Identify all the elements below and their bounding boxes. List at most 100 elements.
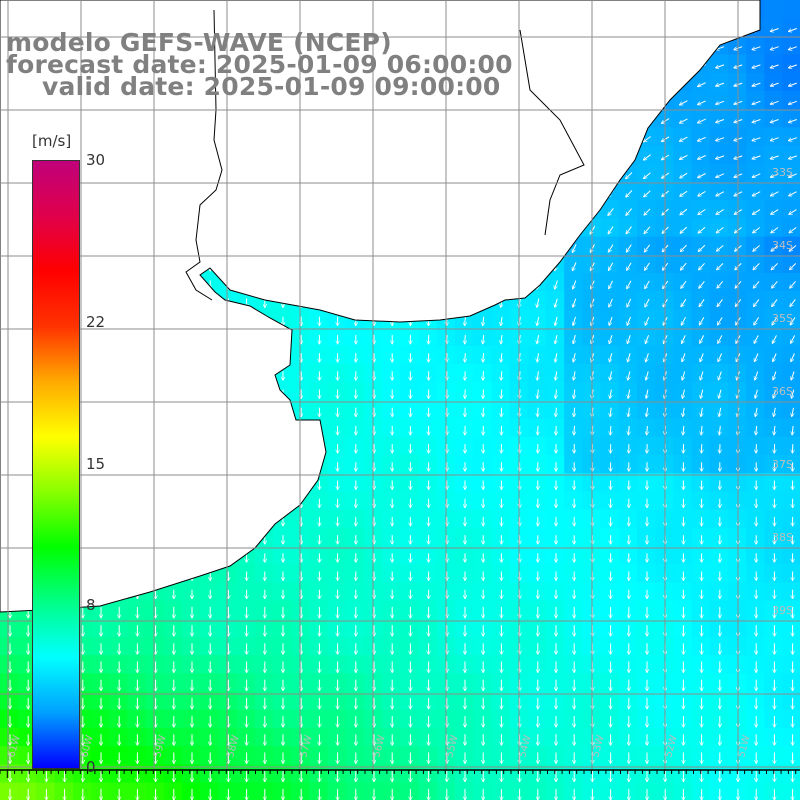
wind-speed-cell: [127, 691, 147, 711]
wind-arrow: [608, 226, 614, 234]
wind-speed-cell: [546, 491, 565, 511]
wind-speed-cell: [309, 400, 329, 420]
wind-speed-cell: [400, 764, 420, 784]
wind-speed-cell: [254, 728, 274, 747]
wind-speed-cell: [382, 345, 401, 365]
wind-speed-cell: [728, 400, 747, 420]
wind-speed-cell: [309, 382, 329, 401]
wind-speed-cell: [600, 691, 620, 711]
wind-speed-cell: [709, 436, 729, 456]
wind-arrow: [788, 155, 797, 159]
wind-speed-cell: [527, 546, 547, 565]
wind-speed-cell: [691, 400, 711, 420]
wind-speed-cell: [673, 400, 693, 420]
wind-speed-cell: [709, 254, 729, 274]
wind-speed-cell: [218, 673, 238, 693]
wind-speed-cell: [273, 600, 292, 620]
wind-speed-cell: [691, 309, 711, 329]
wind-speed-cell: [200, 673, 219, 693]
wind-arrow: [771, 209, 779, 215]
wind-speed-cell: [673, 254, 693, 274]
wind-speed-cell: [673, 236, 693, 256]
wind-speed-cell: [746, 600, 765, 620]
wind-speed-cell: [709, 509, 729, 529]
wind-speed-cell: [546, 509, 565, 529]
wind-speed-cell: [491, 418, 511, 438]
wind-speed-cell: [691, 382, 711, 401]
wind-speed-cell: [564, 637, 583, 656]
wind-arrow: [788, 28, 797, 32]
wind-speed-cell: [600, 418, 620, 438]
wind-speed-cell: [564, 254, 583, 274]
wind-speed-cell: [764, 691, 784, 711]
wind-speed-cell: [746, 145, 765, 165]
wind-arrow: [626, 244, 632, 252]
wind-speed-cell: [291, 746, 310, 765]
wind-speed-cell: [473, 728, 492, 747]
wind-speed-cell: [728, 637, 747, 656]
wind-speed-cell: [618, 691, 638, 711]
wind-speed-cell: [564, 527, 583, 547]
wind-speed-cell: [746, 728, 765, 747]
wind-speed-cell: [764, 91, 784, 110]
wind-speed-cell: [637, 145, 656, 165]
wind-speed-cell: [600, 254, 620, 274]
wind-speed-cell: [764, 673, 784, 693]
wind-speed-cell: [564, 509, 583, 529]
wind-speed-cell: [109, 709, 128, 729]
wind-speed-cell: [236, 564, 256, 583]
wind-speed-cell: [637, 163, 656, 183]
wind-speed-cell: [764, 236, 784, 256]
wind-speed-cell: [182, 782, 201, 800]
wind-speed-cell: [309, 546, 329, 565]
wind-speed-cell: [455, 709, 474, 729]
wind-speed-cell: [546, 455, 565, 474]
wind-speed-cell: [291, 637, 310, 656]
wind-speed-cell: [673, 436, 693, 456]
wind-arrow: [789, 191, 797, 196]
wind-speed-cell: [673, 673, 693, 693]
wind-arrow: [645, 280, 650, 289]
wind-speed-cell: [691, 782, 711, 800]
wind-speed-cell: [564, 564, 583, 583]
wind-speed-cell: [691, 418, 711, 438]
wind-speed-cell: [473, 709, 492, 729]
wind-speed-cell: [691, 564, 711, 583]
wind-speed-cell: [527, 327, 547, 347]
wind-speed-cell: [764, 600, 784, 620]
wind-arrow: [698, 190, 706, 196]
wind-speed-cell: [673, 418, 693, 438]
wind-speed-cell: [728, 655, 747, 674]
wind-arrow: [770, 155, 779, 159]
wind-speed-cell: [91, 728, 110, 747]
wind-speed-cell: [127, 673, 147, 693]
wind-speed-cell: [600, 455, 620, 474]
wind-arrow: [788, 119, 797, 123]
wind-speed-cell: [200, 618, 219, 638]
wind-speed-cell: [291, 364, 310, 383]
wind-speed-cell: [691, 273, 711, 292]
wind-speed-cell: [728, 436, 747, 456]
wind-speed-cell: [327, 473, 347, 492]
wind-speed-cell: [182, 637, 201, 656]
wind-speed-cell: [600, 200, 620, 219]
wind-speed-cell: [673, 309, 693, 329]
wind-speed-cell: [600, 400, 620, 420]
wind-speed-cell: [673, 564, 693, 583]
wind-speed-cell: [72, 782, 92, 800]
wind-speed-cell: [600, 327, 620, 347]
wind-speed-cell: [546, 546, 565, 565]
wind-speed-cell: [673, 364, 693, 383]
wind-speed-cell: [673, 455, 693, 474]
wind-speed-cell: [309, 691, 329, 711]
wind-speed-cell: [782, 746, 800, 765]
wind-speed-cell: [546, 782, 565, 800]
wind-speed-cell: [564, 473, 583, 492]
wind-speed-cell: [728, 564, 747, 583]
wind-speed-cell: [273, 564, 292, 583]
wind-speed-cell: [218, 728, 238, 747]
wind-speed-cell: [746, 673, 765, 693]
wind-speed-cell: [382, 455, 401, 474]
wind-speed-cell: [673, 182, 693, 201]
wind-speed-cell: [382, 564, 401, 583]
